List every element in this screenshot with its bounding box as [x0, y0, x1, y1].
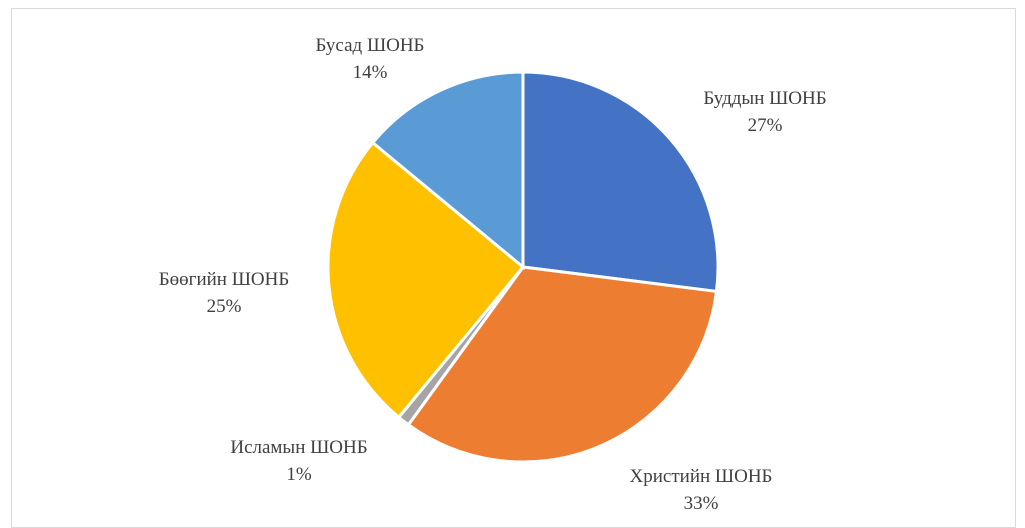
data-label-name: Бусад ШОНБ	[316, 35, 425, 56]
chart-area: Буддын ШОНБ 27% Христийн ШОНБ 33% Исламын ШО…	[11, 8, 1016, 528]
data-label-name: Буддын ШОНБ	[703, 88, 826, 109]
data-label-value: 33%	[684, 493, 719, 514]
data-label-islamic: Исламын ШОНБ 1%	[230, 437, 367, 485]
data-label-christian: Христийн ШОНБ 33%	[630, 466, 773, 514]
data-label-other: Бусад ШОНБ 14%	[316, 35, 425, 83]
data-label-name: Христийн ШОНБ	[630, 466, 773, 487]
data-label-buddhist: Буддын ШОНБ 27%	[703, 88, 826, 136]
pie-slice-shamanist	[326, 140, 526, 420]
data-label-value: 27%	[748, 115, 783, 136]
data-label-shamanist: Бөөгийн ШОНБ 25%	[159, 269, 289, 317]
data-label-name: Исламын ШОНБ	[230, 437, 367, 458]
data-label-name: Бөөгийн ШОНБ	[159, 269, 289, 290]
pie-slice-buddhist	[521, 70, 720, 294]
data-label-value: 1%	[286, 464, 312, 485]
pie-chart: Буддын ШОНБ 27% Христийн ШОНБ 33% Исламын ШО…	[159, 35, 827, 514]
data-label-value: 14%	[353, 62, 388, 83]
data-label-value: 25%	[207, 296, 242, 317]
pie-slice-christian	[406, 265, 719, 464]
pie-data-labels: Буддын ШОНБ 27% Христийн ШОНБ 33% Исламын ШО…	[159, 35, 827, 514]
pie-slices	[326, 70, 720, 464]
pie-slice-other	[370, 70, 525, 271]
